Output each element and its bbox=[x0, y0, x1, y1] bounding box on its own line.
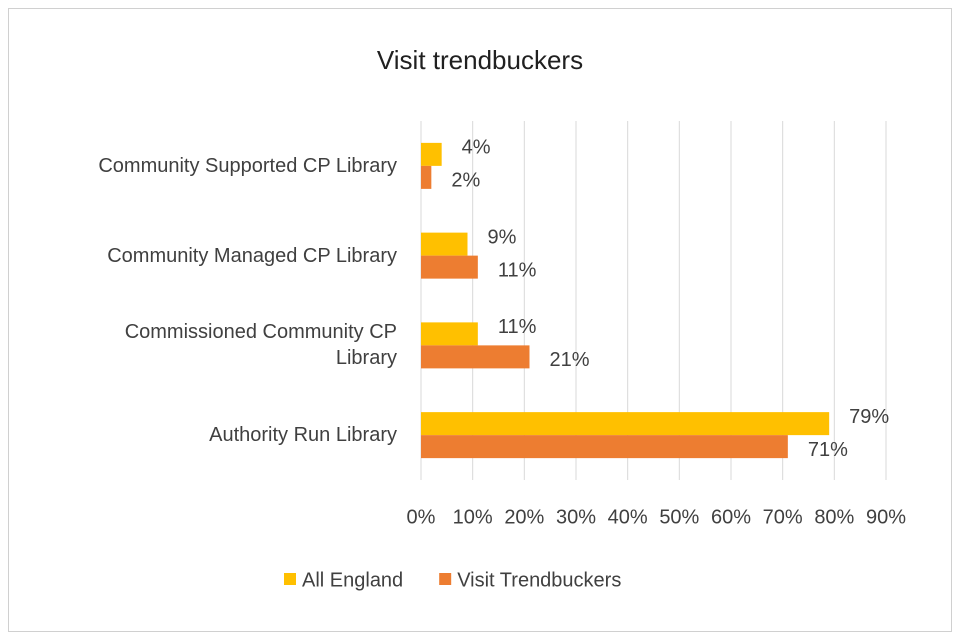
data-label: 71% bbox=[808, 439, 848, 461]
bar bbox=[421, 435, 788, 459]
legend-swatch bbox=[439, 573, 452, 585]
bar bbox=[421, 412, 830, 436]
chart-title: Visit trendbuckers bbox=[377, 45, 583, 75]
x-tick-label: 10% bbox=[453, 506, 493, 528]
bar bbox=[421, 232, 468, 256]
x-tick-label: 50% bbox=[659, 506, 699, 528]
bar bbox=[421, 142, 442, 166]
data-label: 9% bbox=[488, 226, 517, 248]
legend-label: All England bbox=[302, 569, 403, 591]
legend-swatch bbox=[284, 573, 296, 585]
x-tick-label: 60% bbox=[711, 506, 751, 528]
y-tick-label: Commissioned Community CP Library bbox=[124, 321, 397, 370]
data-label: 21% bbox=[550, 349, 590, 371]
bar bbox=[421, 255, 478, 279]
x-tick-label: 0% bbox=[407, 506, 436, 528]
data-label: 79% bbox=[849, 406, 889, 428]
chart-border bbox=[8, 8, 952, 632]
x-tick-label: 40% bbox=[608, 506, 648, 528]
x-tick-label: 90% bbox=[866, 506, 906, 528]
y-tick-label: Community Supported CP Library bbox=[98, 154, 397, 177]
data-label: 4% bbox=[462, 137, 491, 159]
y-tick-label: Community Managed CP Library bbox=[107, 244, 397, 267]
x-tick-label: 20% bbox=[504, 506, 544, 528]
data-label: 11% bbox=[498, 316, 537, 338]
data-label: 11% bbox=[498, 259, 537, 281]
x-tick-label: 80% bbox=[814, 506, 854, 528]
x-tick-label: 30% bbox=[556, 506, 596, 528]
data-label: 2% bbox=[451, 170, 480, 192]
x-tick-label: 70% bbox=[763, 506, 803, 528]
bar bbox=[421, 165, 432, 189]
bar bbox=[421, 345, 530, 369]
bar bbox=[421, 322, 478, 346]
legend-label: Visit Trendbuckers bbox=[457, 569, 621, 591]
y-tick-label: Authority Run Library bbox=[209, 424, 397, 447]
